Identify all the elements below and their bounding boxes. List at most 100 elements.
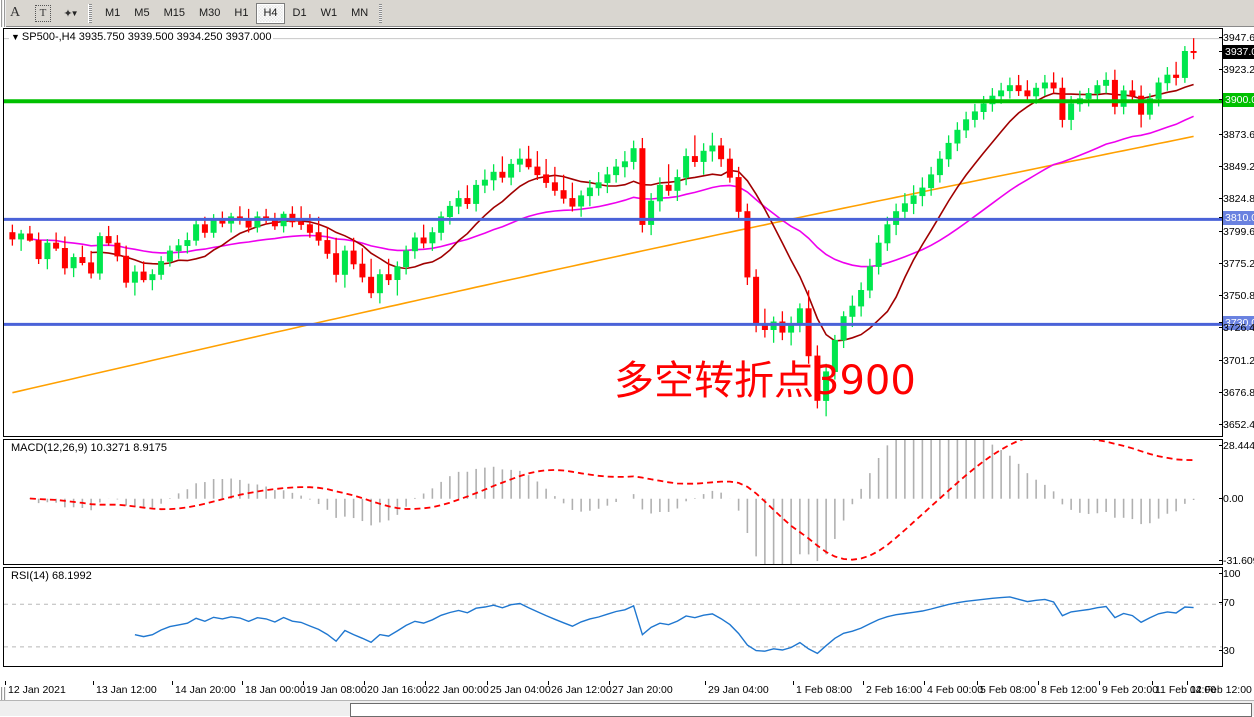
price-tick: 3900.000	[1219, 93, 1254, 108]
price-tick: 3873.670	[1219, 130, 1254, 140]
tab-m15[interactable]: M15	[163, 6, 185, 19]
candlestick	[814, 345, 821, 409]
candlestick	[333, 237, 340, 283]
price-pane[interactable]: 多空转折点3900 ▼ SP500-,H4 3935.750 3939.500 3…	[3, 28, 1223, 437]
candlestick	[613, 158, 620, 183]
candlestick	[1006, 77, 1013, 99]
candlestick	[525, 145, 532, 170]
rsi-tick: 70	[1219, 597, 1235, 609]
time-tick: 20 Jan 16:00	[364, 681, 428, 696]
candlestick	[805, 290, 812, 364]
price-tick: 3775.250	[1219, 259, 1254, 269]
horizontal-scrollbar[interactable]	[0, 700, 1254, 717]
tab-m1[interactable]: M1	[105, 6, 121, 19]
candlestick	[105, 225, 112, 246]
time-tick: 29 Jan 04:00	[705, 681, 769, 696]
candlestick	[508, 158, 515, 186]
tab-m5[interactable]: M5	[134, 6, 150, 19]
rsi-pane-label: RSI(14) 68.1992	[9, 570, 94, 582]
candlestick	[1181, 46, 1188, 83]
chart-annotation: 多空转折点3900	[614, 358, 916, 404]
rsi-chart-svg	[4, 596, 1222, 655]
tab-w1[interactable]: W1	[320, 6, 338, 19]
candlestick	[1164, 67, 1171, 91]
macd-pane[interactable]: MACD(12,26,9) 10.3271 8.9175	[3, 439, 1223, 565]
candlestick	[1094, 80, 1101, 102]
candlestick	[411, 232, 418, 259]
candlestick	[586, 179, 593, 207]
candlestick	[1111, 69, 1118, 115]
tab-h4[interactable]: H4	[256, 2, 285, 24]
candlestick	[639, 137, 646, 233]
candlestick	[1138, 85, 1145, 128]
candlestick	[971, 103, 978, 128]
tab-m30[interactable]: M30	[198, 6, 221, 19]
candlestick	[665, 164, 672, 196]
price-tick: 3730.000	[1219, 316, 1254, 331]
candlestick	[236, 206, 243, 225]
text-box-icon[interactable]: T	[30, 2, 56, 24]
price-scale[interactable]: 3947.6703937.000 3923.250 3900.000 3873.670…	[1219, 28, 1254, 437]
candlestick	[674, 169, 681, 201]
price-tick: 3726.410	[1219, 323, 1254, 333]
time-tick: 18 Jan 00:00	[242, 681, 306, 696]
rsi-scale[interactable]: 100 70 30	[1219, 567, 1254, 667]
candlestick	[499, 156, 506, 183]
rsi-pane[interactable]: RSI(14) 68.1992	[3, 567, 1223, 667]
tab-h1[interactable]: H1	[234, 6, 249, 19]
candlestick	[560, 174, 567, 204]
candlestick	[455, 190, 462, 215]
macd-signal-line	[29, 440, 1194, 561]
candlestick	[254, 211, 261, 233]
candlestick	[44, 239, 51, 270]
candlestick	[858, 282, 865, 317]
candlestick	[490, 164, 497, 191]
tab-d1[interactable]: D1	[292, 6, 307, 19]
candlestick	[359, 248, 366, 283]
candlestick	[534, 151, 541, 180]
candlestick	[1103, 72, 1110, 94]
candlestick	[123, 245, 130, 288]
candlestick	[175, 239, 182, 259]
candlestick	[18, 229, 25, 251]
candlestick	[788, 316, 795, 346]
time-axis[interactable]: 12 Jan 2021 13 Jan 12:00 14 Jan 20:00 18 Ja…	[3, 681, 1252, 700]
candlestick	[464, 185, 471, 209]
tab-mn[interactable]: MN	[351, 6, 369, 19]
candlestick	[481, 169, 488, 194]
chart-area: 多空转折点3900 ▼ SP500-,H4 3935.750 3939.500 3…	[0, 27, 1254, 687]
objects-dropdown-icon[interactable]: ✦ ▼	[63, 7, 79, 20]
candlestick	[901, 193, 908, 220]
candlestick	[184, 232, 191, 254]
candlestick	[280, 211, 287, 233]
time-tick: 14 Jan 20:00	[172, 681, 236, 696]
candlestick	[1050, 72, 1057, 94]
candlestick	[158, 256, 165, 280]
candlestick	[9, 224, 16, 246]
candlestick	[954, 122, 961, 152]
time-tick: 4 Feb 00:00	[923, 681, 984, 696]
candlestick	[131, 265, 138, 296]
candlestick	[210, 214, 217, 238]
candlestick	[289, 206, 296, 228]
time-tick: 9 Feb 20:00	[1098, 681, 1159, 696]
price-tick: 3923.250	[1219, 64, 1254, 75]
candlestick	[648, 193, 655, 236]
time-tick: 19 Jan 08:00	[303, 681, 367, 696]
time-tick: 22 Jan 00:00	[425, 681, 489, 696]
candlestick	[656, 177, 663, 212]
candlestick	[831, 334, 838, 380]
collapse-icon[interactable]: ▼	[11, 32, 20, 42]
time-tick: 25 Jan 04:00	[487, 681, 551, 696]
candlestick	[849, 295, 856, 328]
candlestick	[271, 212, 278, 230]
candlestick	[621, 151, 628, 178]
candlestick	[866, 258, 873, 299]
candlestick	[770, 316, 777, 343]
text-label-icon[interactable]: A	[9, 5, 21, 20]
price-tick: 3652.410	[1219, 420, 1254, 431]
price-tick: 3750.830	[1219, 291, 1254, 301]
macd-scale[interactable]: 28.4447 0.00 -31.6096	[1218, 439, 1254, 566]
candlestick	[1085, 88, 1092, 107]
toolbar-grip[interactable]	[88, 3, 92, 23]
